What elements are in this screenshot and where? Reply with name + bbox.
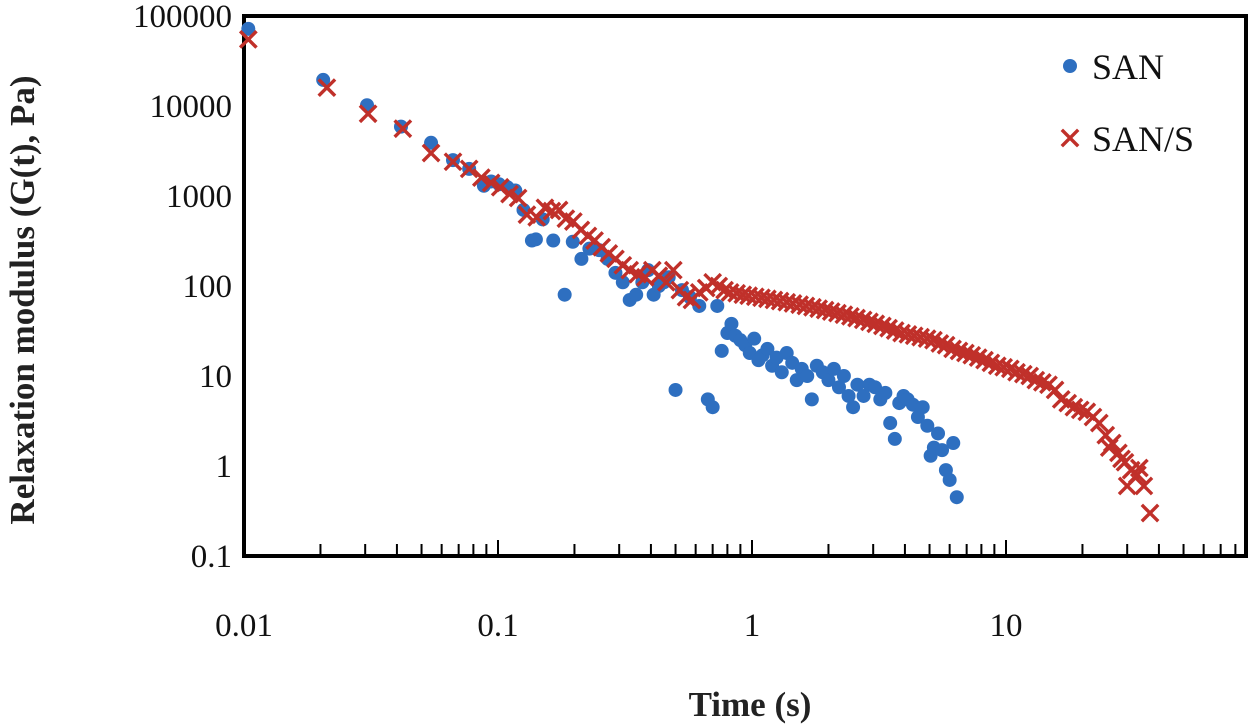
plot-area-frame (242, 14, 1248, 558)
data-point (668, 382, 683, 397)
data-point (1089, 413, 1109, 433)
data-point (826, 361, 841, 376)
data-point (421, 143, 441, 163)
data-point (747, 331, 762, 346)
data-point (546, 233, 561, 248)
data-point (850, 377, 865, 392)
y-tick-label: 100 (183, 269, 233, 305)
data-point (500, 184, 519, 204)
data-point (358, 104, 378, 124)
x-tick-label: 0.1 (477, 608, 518, 644)
data-point (1099, 438, 1119, 458)
data-point (774, 365, 789, 380)
data-point (1140, 503, 1160, 523)
data-point (490, 177, 510, 197)
data-point (931, 426, 946, 441)
data-point (238, 29, 258, 49)
legend-label: SAN (1092, 47, 1164, 87)
x-tick-label: 10 (990, 608, 1023, 644)
data-point (557, 287, 572, 302)
data-point (800, 369, 815, 383)
data-point (846, 400, 861, 415)
data-point (565, 234, 580, 249)
data-point (656, 272, 676, 292)
data-point (915, 400, 930, 415)
y-axis: 100000 10000 1000 100 10 1 0.1 (133, 0, 232, 575)
legend-label: SAN/S (1092, 119, 1194, 159)
data-point (1117, 476, 1137, 496)
data-point (316, 72, 331, 87)
data-point (1129, 458, 1149, 478)
data-point (856, 388, 871, 403)
data-point (705, 400, 720, 415)
y-tick-label: 10 (199, 359, 232, 395)
data-point (920, 418, 935, 433)
data-point (841, 388, 856, 403)
data-point (831, 380, 846, 395)
data-point (574, 251, 589, 266)
data-point (629, 287, 644, 302)
data-point (821, 373, 836, 388)
data-point (528, 232, 543, 247)
data-point (1045, 380, 1065, 400)
y-tick-label: 1 (216, 449, 233, 485)
y-tick-label: 1000 (166, 179, 232, 215)
legend-marker (1063, 59, 1077, 73)
data-point (663, 260, 683, 280)
data-point (481, 173, 501, 193)
series-layer (238, 21, 1160, 523)
series-crosses (238, 29, 1160, 523)
x-axis: 0.01 0.1 1 10 (215, 540, 1237, 644)
data-point (620, 260, 640, 280)
data-point (317, 78, 337, 98)
x-tick-label: 0.01 (215, 608, 273, 644)
y-tick-label: 100000 (133, 0, 232, 35)
data-point (724, 316, 739, 331)
legend: SAN SAN/S (1060, 47, 1194, 159)
data-point (935, 443, 950, 458)
data-point (868, 380, 883, 395)
data-point (714, 343, 729, 358)
data-point (887, 431, 902, 446)
data-point (393, 119, 413, 139)
series-circles (241, 21, 964, 505)
data-point (949, 490, 964, 505)
data-point (710, 298, 725, 313)
y-tick-label: 10000 (150, 89, 233, 125)
data-point (508, 188, 528, 208)
y-axis-title: Relaxation modulus (G(t), Pa) (3, 75, 42, 524)
y-tick-label: 0.1 (191, 539, 232, 575)
data-point (1134, 476, 1154, 496)
data-point (459, 159, 479, 179)
data-point (615, 275, 630, 290)
data-point (424, 135, 439, 150)
data-point (789, 373, 804, 388)
x-tick-label: 1 (744, 608, 761, 644)
data-point (760, 341, 775, 356)
data-point (836, 369, 851, 383)
data-point (883, 416, 898, 431)
legend-marker (1060, 128, 1080, 148)
data-point (946, 436, 961, 451)
data-point (471, 168, 491, 188)
x-axis-title: Time (s) (689, 685, 812, 724)
data-point (804, 392, 819, 407)
data-point (942, 472, 957, 487)
data-point (241, 21, 256, 36)
data-point (443, 152, 463, 172)
data-point (878, 385, 893, 400)
